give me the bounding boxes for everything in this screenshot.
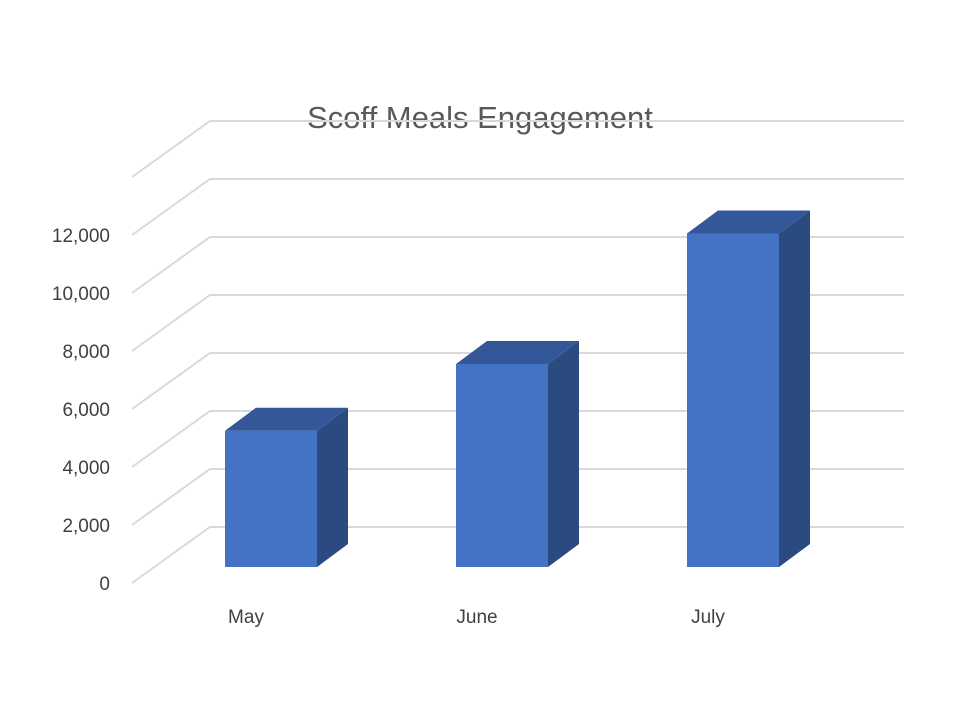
- gridlines: [131, 120, 904, 584]
- gridline: [131, 410, 904, 468]
- y-tick-label: 4,000: [62, 458, 110, 479]
- y-tick-label: 2,000: [62, 516, 110, 537]
- x-tick-label: July: [691, 607, 725, 628]
- y-tick-label: 6,000: [62, 400, 110, 421]
- bar-top: [687, 210, 810, 234]
- y-tick-label: 0: [99, 574, 110, 595]
- chart-title: Scoff Meals Engagement: [307, 100, 653, 135]
- gridline: [131, 120, 904, 178]
- bar-top: [456, 341, 579, 364]
- bar-front: [225, 430, 317, 567]
- y-tick-label: 10,000: [52, 284, 110, 305]
- bars: [225, 210, 810, 567]
- gridline: [131, 352, 904, 410]
- x-tick-label: June: [456, 607, 497, 628]
- bar-top: [225, 407, 348, 431]
- bar-may: [225, 407, 348, 567]
- x-axis-ticks: May June July: [228, 607, 725, 628]
- bar-side: [779, 210, 810, 567]
- bar-front: [456, 364, 548, 567]
- gridline: [131, 178, 904, 236]
- x-tick-label: May: [228, 607, 264, 628]
- bar-front: [687, 233, 779, 567]
- bar-side: [548, 341, 579, 567]
- bar-july: [687, 210, 810, 567]
- y-axis-ticks: 0 2,000 4,000 6,000 8,000 10,000 12,000: [52, 226, 110, 595]
- y-tick-label: 8,000: [62, 342, 110, 363]
- gridline: [131, 526, 904, 584]
- y-tick-label: 12,000: [52, 226, 110, 247]
- gridline: [131, 236, 904, 294]
- bar-june: [456, 341, 579, 567]
- bar-side: [317, 407, 348, 567]
- gridline: [131, 294, 904, 352]
- gridline: [131, 468, 904, 526]
